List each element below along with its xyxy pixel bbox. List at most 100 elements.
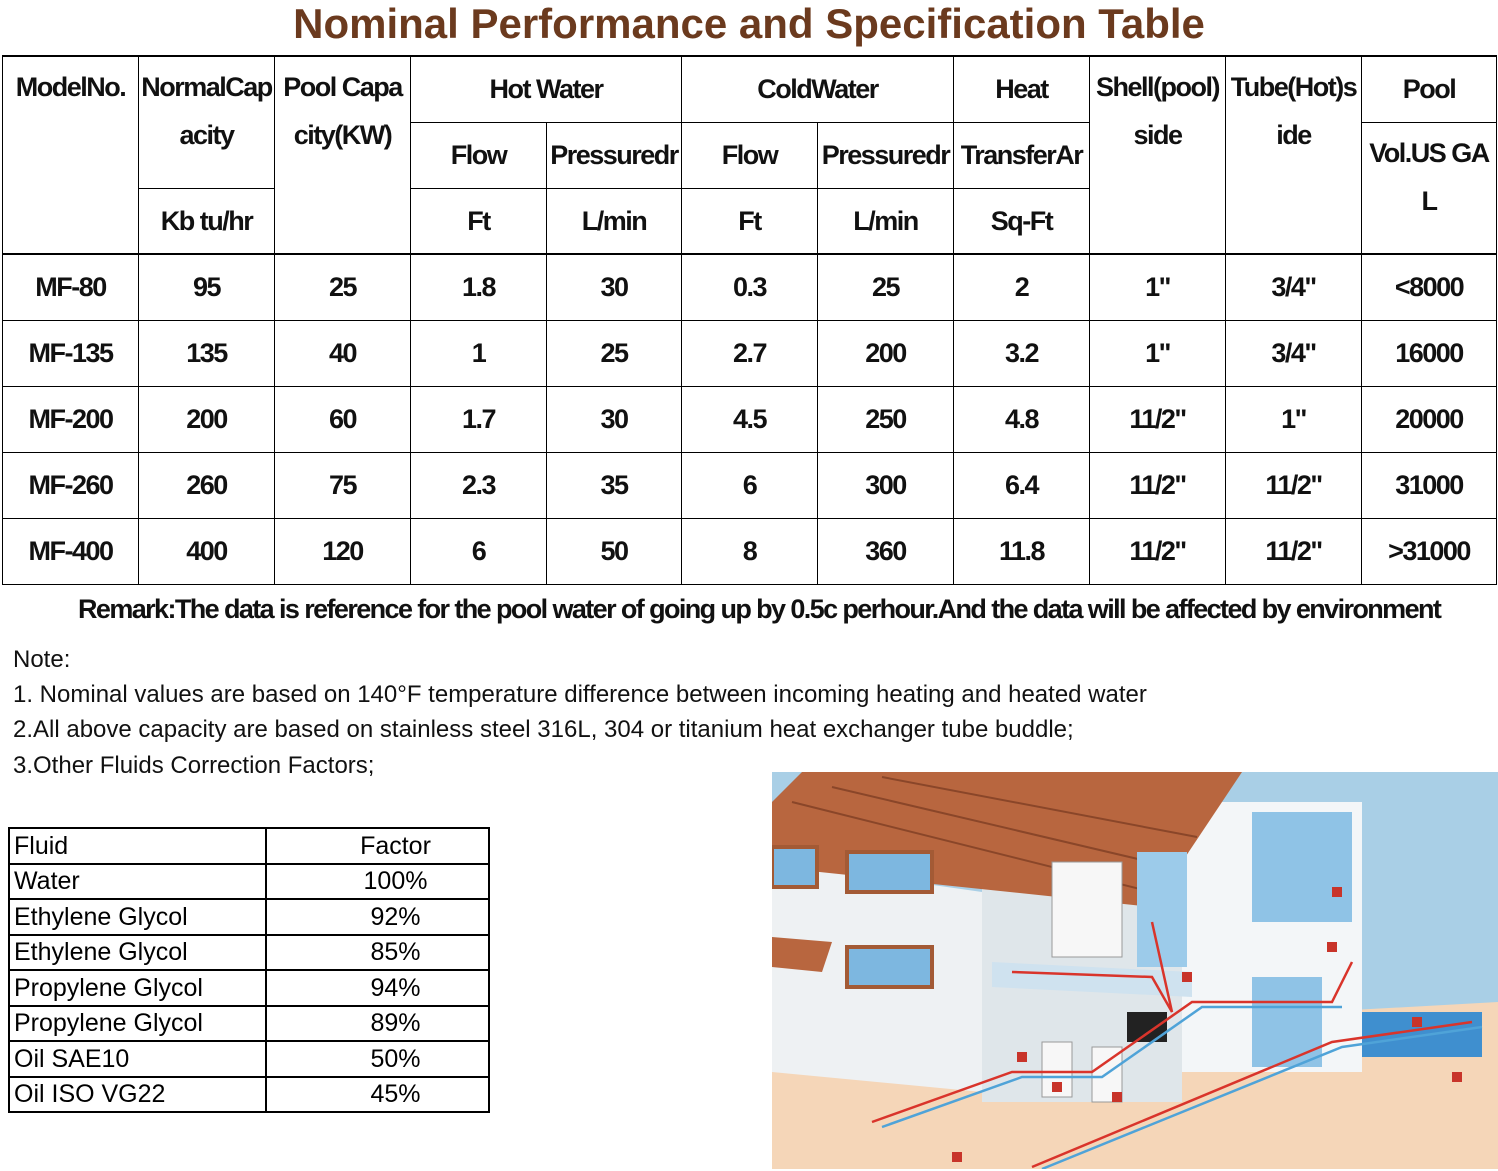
cell-cold-pressure: 250 [817,385,954,453]
cell-hot-pressure: 50 [546,517,682,585]
cell-pool-volume: 20000 [1361,385,1497,453]
note-item: 1. Nominal values are based on 140°F tem… [13,681,1147,708]
cell-pool-capacity: 40 [274,319,411,387]
cell-cold-pressure: 300 [817,451,954,519]
house-heating-system-illustration [772,772,1498,1169]
cell-normal-capacity: 400 [138,517,275,585]
factor-cell: 92% [265,898,490,936]
cell-cold-flow: 4.5 [681,385,818,453]
cell-pool-capacity: 25 [274,253,411,321]
header-hot-flow-unit: Ft [410,187,547,255]
cell-hot-pressure: 30 [546,253,682,321]
header-hot-flow: Flow [410,121,547,189]
note-item: 2.All above capacity are based on stainl… [13,716,1074,743]
header-cold-pressure-unit: L/min [817,187,954,255]
cell-normal-capacity: 95 [138,253,275,321]
cell-normal-capacity: 200 [138,385,275,453]
cell-model-no: MF-400 [2,517,139,585]
cell-shell-side: 1" [1089,319,1226,387]
header-normal-capacity-unit: Kb tu/hr [138,187,275,255]
remark-text: Remark:The data is reference for the poo… [78,594,1442,624]
fluid-cell: Oil SAE10 [8,1040,267,1078]
header-pool-vol: Vol.US GAL [1361,121,1497,255]
cell-heat-transfer-area: 3.2 [953,319,1090,387]
header-cold-water: ColdWater [681,55,954,123]
factor-cell: 94% [265,969,490,1007]
cell-shell-side: 11/2" [1089,385,1226,453]
header-model: ModelNo. [2,55,139,255]
header-pool: Pool [1361,55,1497,123]
cell-pool-capacity: 120 [274,517,411,585]
table-row: MF-260 260 75 2.3 35 6 300 6.4 11/2" 11/2" 31000 [2,451,1497,519]
factor-cell: 45% [265,1075,490,1113]
cell-hot-pressure: 35 [546,451,682,519]
factor-cell: 100% [265,862,490,900]
cell-pool-capacity: 60 [274,385,411,453]
cell-cold-pressure: 25 [817,253,954,321]
fluid-cell: Propylene Glycol [8,969,267,1007]
header-shell: Shell(pool) side [1089,55,1226,255]
cell-tube-side: 3/4" [1225,319,1362,387]
note-item: 3.Other Fluids Correction Factors; [13,752,375,779]
cell-normal-capacity: 260 [138,451,275,519]
cell-hot-flow: 1.7 [410,385,547,453]
fluid-cell: Water [8,862,267,900]
header-transfer: TransferAr [953,121,1090,189]
cell-tube-side: 11/2" [1225,451,1362,519]
cell-pool-volume: 16000 [1361,319,1497,387]
table-row: MF-400 400 120 6 50 8 360 11.8 11/2" 11/2" >31000 [2,517,1497,585]
fluid-cell: Propylene Glycol [8,1004,267,1042]
table-row: MF-80 95 25 1.8 30 0.3 25 2 1" 3/4" <8000 [2,253,1497,321]
page-title: Nominal Performance and Specification Ta… [293,0,1205,47]
fluid-row: Oil SAE10 50% [8,1040,490,1078]
header-pool-capacity: Pool Capacity(KW) [274,55,411,255]
factor-cell: 85% [265,933,490,971]
fluid-row: Propylene Glycol 89% [8,1004,490,1042]
fluid-row: Ethylene Glycol 92% [8,898,490,936]
cell-tube-side: 3/4" [1225,253,1362,321]
header-hot-pressure: Pressuredr [546,121,682,189]
cell-cold-flow: 8 [681,517,818,585]
cell-shell-side: 11/2" [1089,517,1226,585]
note-heading: Note: [13,646,71,673]
fluid-header: Fluid [8,827,267,865]
cell-tube-side: 1" [1225,385,1362,453]
cell-cold-flow: 2.7 [681,319,818,387]
spec-table: ModelNo. NormalCapacity Pool Capacity(KW… [2,55,1497,585]
cell-pool-volume: <8000 [1361,253,1497,321]
factor-header: Factor [265,827,490,865]
cell-model-no: MF-260 [2,451,139,519]
header-transfer-unit: Sq-Ft [953,187,1090,255]
fluid-cell: Oil ISO VG22 [8,1075,267,1113]
fluid-row: Ethylene Glycol 85% [8,933,490,971]
cell-heat-transfer-area: 6.4 [953,451,1090,519]
cell-hot-flow: 2.3 [410,451,547,519]
cell-hot-pressure: 25 [546,319,682,387]
cell-hot-flow: 1 [410,319,547,387]
cell-cold-flow: 0.3 [681,253,818,321]
cell-model-no: MF-135 [2,319,139,387]
header-normal-capacity: NormalCapacity [138,55,275,189]
cell-heat-transfer-area: 2 [953,253,1090,321]
cell-hot-pressure: 30 [546,385,682,453]
header-tube: Tube(Hot)side [1225,55,1362,255]
fluid-row: Propylene Glycol 94% [8,969,490,1007]
cell-heat-transfer-area: 11.8 [953,517,1090,585]
factor-cell: 89% [265,1004,490,1042]
table-row: MF-135 135 40 1 25 2.7 200 3.2 1" 3/4" 16000 [2,319,1497,387]
cell-model-no: MF-80 [2,253,139,321]
cell-hot-flow: 6 [410,517,547,585]
cell-hot-flow: 1.8 [410,253,547,321]
fluid-row: Water 100% [8,862,490,900]
cell-shell-side: 11/2" [1089,451,1226,519]
cell-tube-side: 11/2" [1225,517,1362,585]
header-hot-water: Hot Water [410,55,682,123]
fluid-cell: Ethylene Glycol [8,933,267,971]
header-cold-flow-unit: Ft [681,187,818,255]
table-row: MF-200 200 60 1.7 30 4.5 250 4.8 11/2" 1" 20000 [2,385,1497,453]
cell-shell-side: 1" [1089,253,1226,321]
header-heat: Heat [953,55,1090,123]
fluid-cell: Ethylene Glycol [8,898,267,936]
cell-pool-volume: 31000 [1361,451,1497,519]
cell-model-no: MF-200 [2,385,139,453]
